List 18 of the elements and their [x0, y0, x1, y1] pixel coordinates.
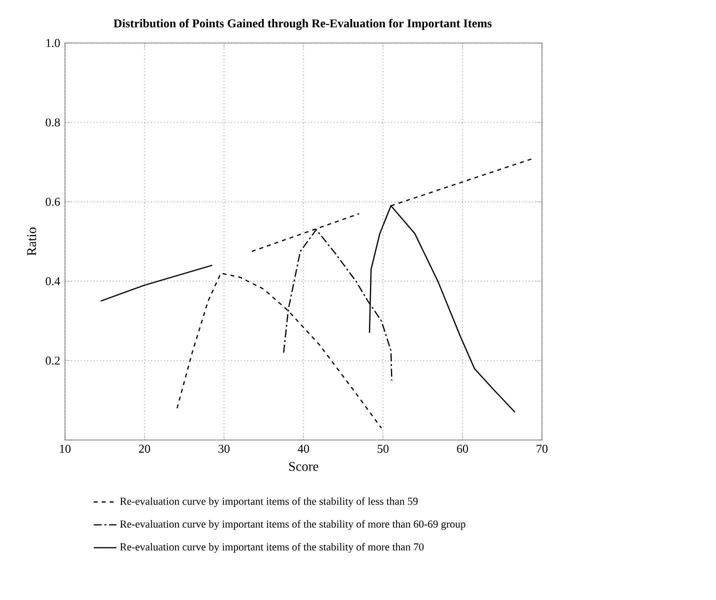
x-tick-label: 60 [457, 444, 468, 453]
y-tick-label: 0.8 [46, 118, 60, 126]
y-tick-label: 0.2 [46, 356, 60, 365]
x-tick-label: 30 [218, 444, 230, 453]
legend-label: Re-evaluation curve by important items of the stability of less than 59 [120, 497, 418, 508]
legend-label: Re-evaluation curve by important items of the stability of more than 70 [120, 542, 424, 553]
x-tick-label: 50 [378, 444, 389, 453]
y-tick-label: 0.4 [46, 277, 60, 286]
legend-label: Re-evaluation curve by important items of the stability of more than 60-69 group [120, 520, 466, 530]
x-tick-label: 10 [60, 444, 71, 453]
x-tick-label: 20 [139, 444, 150, 453]
x-axis-title: Score [289, 462, 318, 471]
y-axis-title: Ratio [27, 228, 36, 256]
x-tick-label: 70 [536, 444, 548, 453]
y-tick-label: 0.6 [46, 198, 60, 206]
x-tick-label: 40 [298, 444, 310, 453]
y-tick-label: 1.0 [46, 38, 60, 48]
chart-title: Distribution of Points Gained through Re-Evaluation for Important Items [114, 18, 492, 30]
